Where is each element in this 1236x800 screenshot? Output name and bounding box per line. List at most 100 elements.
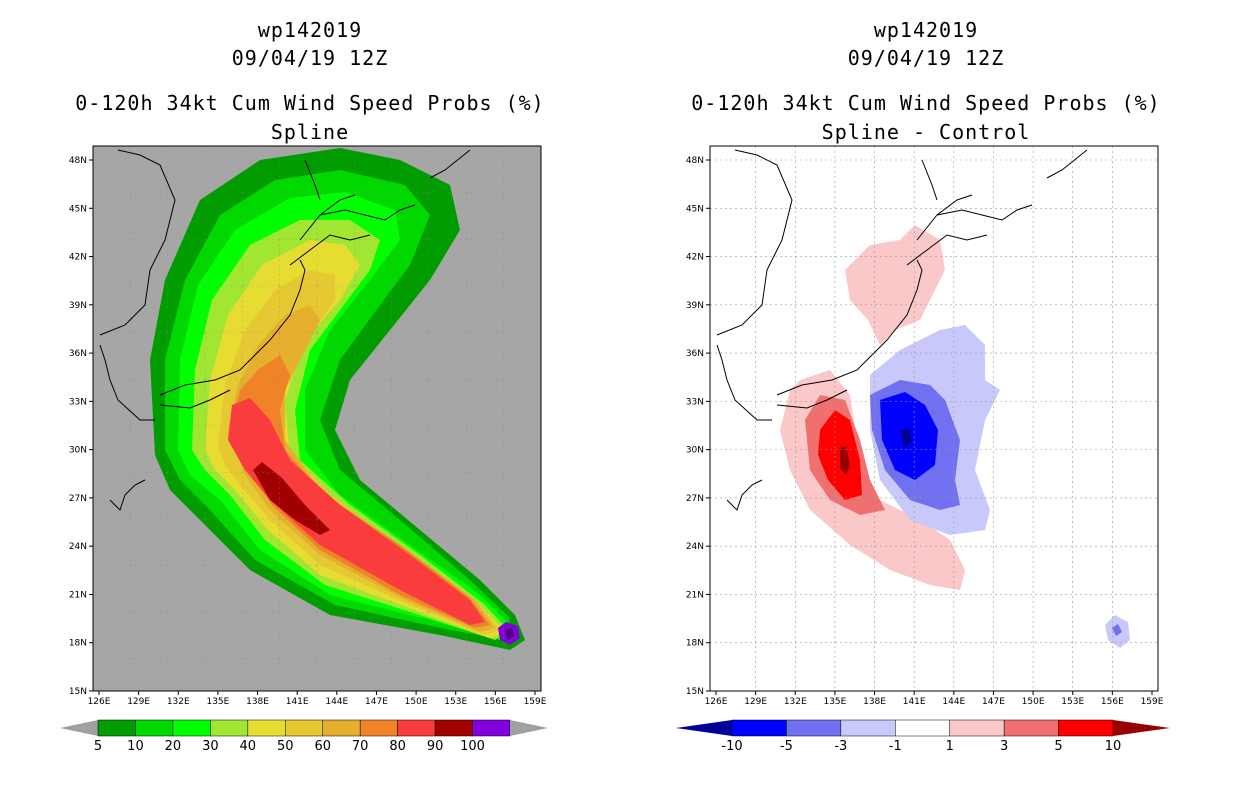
- y-tick-label: 45N: [686, 204, 704, 214]
- y-tick-label: 27N: [69, 494, 87, 504]
- x-tick-label: 138E: [246, 697, 269, 707]
- right-colorbar-swatch: [949, 719, 1005, 737]
- right-colorbar-label: 3: [1000, 739, 1008, 754]
- y-tick-label: 42N: [69, 253, 87, 263]
- left-colorbar-label: 50: [277, 739, 294, 754]
- left-title-date: 09/04/19 12Z: [231, 46, 389, 70]
- right-title-product: 0-120h 34kt Cum Wind Speed Probs (%): [691, 91, 1161, 115]
- x-tick-label: 147E: [365, 697, 388, 707]
- left-colorbar-label: 70: [352, 739, 369, 754]
- left-title-storm: wp142019: [257, 18, 363, 42]
- y-tick-label: 18N: [69, 639, 87, 649]
- right-colorbar-swatch: [731, 719, 787, 737]
- diff-pos-10: [840, 446, 850, 475]
- right-colorbar-swatch: [1003, 719, 1059, 737]
- left-colorbar-swatch: [322, 719, 361, 737]
- left-frame: [92, 145, 542, 692]
- x-tick-label: 132E: [167, 697, 190, 707]
- y-tick-label: 30N: [69, 446, 87, 456]
- left-title-product: 0-120h 34kt Cum Wind Speed Probs (%): [75, 91, 545, 115]
- x-tick-label: 150E: [405, 697, 428, 707]
- right-colorbar-swatch: [895, 719, 950, 737]
- x-tick-label: 144E: [325, 697, 348, 707]
- left-colorbar-label: 10: [127, 739, 144, 754]
- left-colorbar-label: 20: [165, 739, 182, 754]
- left-coastlines: [99, 149, 471, 511]
- right-colorbar-swatch: [840, 719, 896, 737]
- right-y-ticks: 15N 18N 21N 24N 27N 30N 33N 36N 39N 42N 45N 48N: [686, 156, 710, 697]
- left-grid: [93, 146, 541, 691]
- y-tick-label: 24N: [69, 542, 87, 552]
- x-tick-label: 138E: [863, 697, 886, 707]
- y-tick-label: 15N: [69, 687, 87, 697]
- x-tick-label: 141E: [903, 697, 926, 707]
- left-y-ticks: 15N 18N 21N 24N 27N 30N 33N 36N 39N 42N 45N 48N: [69, 156, 93, 697]
- x-tick-label: 135E: [206, 697, 229, 707]
- y-tick-label: 39N: [69, 301, 87, 311]
- x-tick-label: 147E: [982, 697, 1005, 707]
- y-tick-label: 21N: [69, 590, 87, 600]
- x-tick-label: 159E: [1141, 697, 1164, 707]
- left-colorbar-swatch: [434, 719, 473, 737]
- x-tick-label: 126E: [705, 697, 728, 707]
- right-colorbar-low-end: [676, 720, 732, 736]
- left-colorbar-label: 30: [202, 739, 219, 754]
- x-tick-label: 150E: [1022, 697, 1045, 707]
- y-tick-label: 42N: [686, 253, 704, 263]
- left-colorbar-high-end: [510, 720, 548, 736]
- y-tick-label: 48N: [686, 156, 704, 166]
- x-tick-label: 159E: [524, 697, 547, 707]
- left-colorbar-swatch: [472, 719, 511, 737]
- left-colorbar-swatch: [135, 719, 174, 737]
- right-title-method: Spline - Control: [821, 120, 1031, 144]
- x-tick-label: 132E: [784, 697, 807, 707]
- left-map: 126E 129E 132E 135E 138E 141E 144E 147E 150E 153E…: [69, 145, 547, 707]
- x-tick-label: 141E: [286, 697, 309, 707]
- right-colorbar-label: -5: [780, 739, 793, 754]
- right-colorbar-high-end: [1113, 720, 1170, 736]
- left-colorbar-label: 60: [314, 739, 331, 754]
- y-tick-label: 33N: [69, 397, 87, 407]
- left-colorbar-label: 80: [389, 739, 406, 754]
- left-title-method: Spline: [270, 120, 350, 144]
- x-tick-label: 135E: [823, 697, 846, 707]
- right-colorbar-swatch: [786, 719, 842, 737]
- left-colorbar-swatch: [97, 719, 136, 737]
- left-colorbar-swatch: [210, 719, 249, 737]
- x-tick-label: 129E: [744, 697, 767, 707]
- left-colorbar-swatch: [359, 719, 398, 737]
- diff-neg-10: [900, 428, 912, 448]
- right-colorbar-label: 1: [946, 739, 954, 754]
- y-tick-label: 27N: [686, 494, 704, 504]
- right-title-storm: wp142019: [873, 18, 979, 42]
- x-tick-label: 144E: [942, 697, 965, 707]
- right-colorbar-label: -3: [834, 739, 847, 754]
- right-colorbar-label: -1: [889, 739, 902, 754]
- right-colorbar: -10 -5 -3 -1 1 3 5 10: [676, 719, 1170, 754]
- y-tick-label: 48N: [69, 156, 87, 166]
- diff-neg-south-core: [1112, 624, 1122, 636]
- left-colorbar-swatch: [247, 719, 286, 737]
- left-colorbar-label: 5: [94, 739, 102, 754]
- right-title-date: 09/04/19 12Z: [847, 46, 1005, 70]
- x-tick-label: 156E: [1101, 697, 1124, 707]
- x-tick-label: 156E: [484, 697, 507, 707]
- y-tick-label: 24N: [686, 542, 704, 552]
- left-colorbar-label: 40: [240, 739, 257, 754]
- right-colorbar-label: 10: [1105, 739, 1122, 754]
- y-tick-label: 39N: [686, 301, 704, 311]
- right-coastlines: [716, 149, 1088, 511]
- y-tick-label: 33N: [686, 397, 704, 407]
- x-tick-label: 129E: [127, 697, 150, 707]
- left-colorbar-swatch: [397, 719, 436, 737]
- right-map: 126E 129E 132E 135E 138E 141E 144E 147E 150E 153E…: [686, 145, 1164, 707]
- left-colorbar-swatch: [285, 719, 323, 737]
- x-tick-label: 153E: [444, 697, 467, 707]
- left-x-ticks: 126E 129E 132E 135E 138E 141E 144E 147E 150E 153E…: [88, 691, 547, 707]
- right-x-ticks: 126E 129E 132E 135E 138E 141E 144E 147E 150E 153E…: [705, 691, 1164, 707]
- y-tick-label: 18N: [686, 639, 704, 649]
- left-colorbar-swatch: [172, 719, 211, 737]
- y-tick-label: 30N: [686, 446, 704, 456]
- y-tick-label: 45N: [69, 204, 87, 214]
